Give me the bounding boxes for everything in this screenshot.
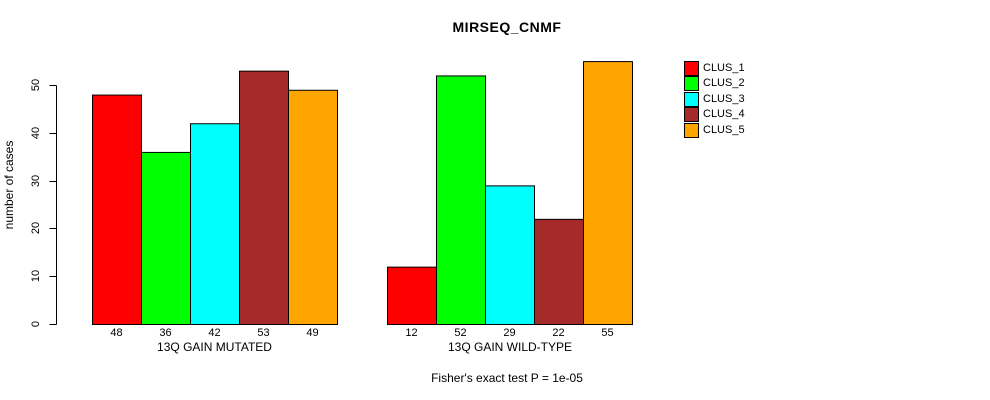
bar-value-label: 49 — [306, 327, 319, 339]
y-axis-title: number of cases — [2, 140, 16, 230]
bar-clus_5-mutated — [288, 89, 338, 325]
bar-clus_4-mutated — [239, 70, 289, 325]
fisher-test-annotation: Fisher's exact test P = 1e-05 — [431, 371, 583, 385]
y-axis-tick-label: 0 — [30, 320, 42, 328]
bar-clus_2-mutated — [141, 151, 191, 325]
y-axis-tick-label: 30 — [30, 174, 42, 188]
legend-label: CLUS_2 — [703, 77, 745, 89]
legend-swatch-icon — [684, 61, 699, 76]
bar-clus_3-mutated — [190, 123, 240, 325]
legend-swatch-icon — [684, 92, 699, 107]
y-axis-tick-label: 10 — [30, 269, 42, 283]
bar-clus_1-wildtype — [387, 266, 437, 326]
legend-swatch-icon — [684, 123, 699, 138]
legend-label: CLUS_5 — [703, 124, 745, 136]
legend-swatch-icon — [684, 76, 699, 91]
bar-value-label: 22 — [552, 327, 565, 339]
bar-value-label: 55 — [601, 327, 614, 339]
bar-value-label: 48 — [110, 327, 123, 339]
chart-title: MIRSEQ_CNMF — [452, 19, 562, 35]
legend-swatch-icon — [684, 107, 699, 122]
x-group-label-mutated: 13Q GAIN MUTATED — [157, 340, 272, 354]
bar-value-label: 36 — [159, 327, 172, 339]
bar-clus_2-wildtype — [436, 75, 486, 325]
bar-value-label: 12 — [405, 327, 418, 339]
legend-label: CLUS_4 — [703, 108, 745, 120]
y-axis-tick-label: 20 — [30, 221, 42, 235]
bar-value-label: 53 — [257, 327, 270, 339]
bar-clus_4-wildtype — [534, 218, 584, 325]
bar-value-label: 42 — [208, 327, 221, 339]
legend-label: CLUS_1 — [703, 62, 745, 74]
x-group-label-wildtype: 13Q GAIN WILD-TYPE — [447, 340, 573, 354]
bar-value-label: 29 — [503, 327, 516, 339]
y-axis-tick-label: 50 — [30, 78, 42, 92]
y-axis-tick-label: 40 — [30, 126, 42, 140]
bar-value-label: 52 — [454, 327, 467, 339]
bar-clus_3-wildtype — [485, 185, 535, 325]
legend-label: CLUS_3 — [703, 93, 745, 105]
bar-clus_5-wildtype — [583, 61, 633, 325]
bar-clus_1-mutated — [92, 94, 142, 325]
